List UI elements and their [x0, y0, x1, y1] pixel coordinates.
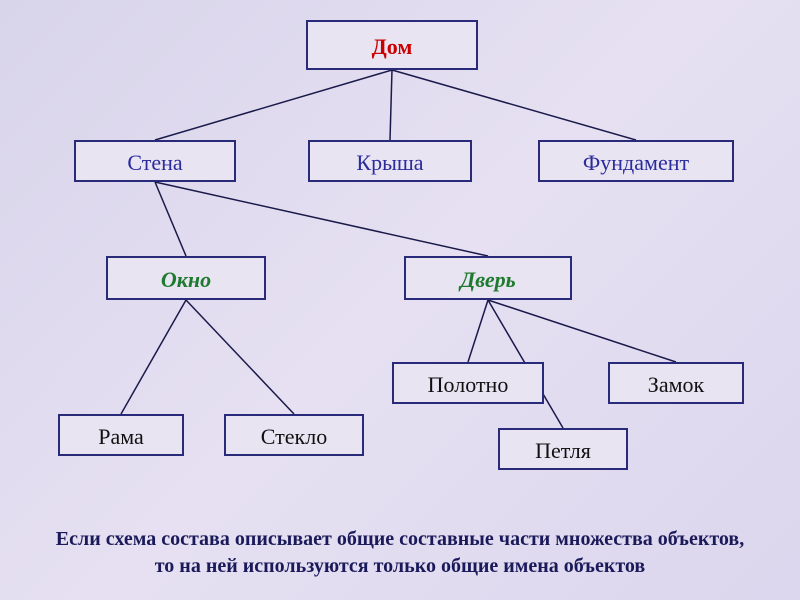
node-dom: Дом	[306, 20, 478, 70]
edge-dver-zamok	[488, 300, 676, 362]
edge-okno-steklo	[186, 300, 294, 414]
edges-layer	[0, 0, 800, 600]
edge-stena-dver	[155, 182, 488, 256]
edge-dom-stena	[155, 70, 392, 140]
edge-dver-polotno	[468, 300, 488, 362]
node-fundament: Фундамент	[538, 140, 734, 182]
caption-text: Если схема состава описывает общие соста…	[50, 526, 750, 580]
node-polotno: Полотно	[392, 362, 544, 404]
edge-dom-fundament	[392, 70, 636, 140]
edge-okno-rama	[121, 300, 186, 414]
node-stena: Стена	[74, 140, 236, 182]
node-krysha: Крыша	[308, 140, 472, 182]
node-zamok: Замок	[608, 362, 744, 404]
node-dver: Дверь	[404, 256, 572, 300]
node-okno: Окно	[106, 256, 266, 300]
tree-diagram: Дом Стена Крыша Фундамент Окно Дверь Полотно За…	[0, 0, 800, 600]
edge-dom-krysha	[390, 70, 392, 140]
edge-stena-okno	[155, 182, 186, 256]
node-rama: Рама	[58, 414, 184, 456]
node-petlya: Петля	[498, 428, 628, 470]
node-steklo: Стекло	[224, 414, 364, 456]
